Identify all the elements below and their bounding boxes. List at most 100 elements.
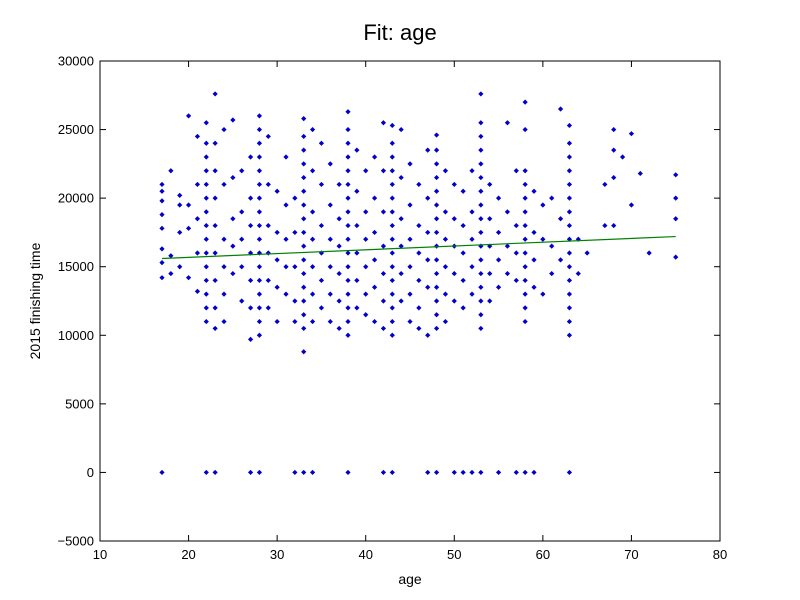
data-point <box>433 188 440 194</box>
data-point <box>584 250 590 256</box>
data-point <box>522 469 528 476</box>
data-point <box>425 229 431 236</box>
data-point <box>389 140 395 146</box>
data-point <box>194 216 201 222</box>
data-point <box>389 277 395 284</box>
data-point <box>451 469 457 476</box>
data-point <box>522 126 528 133</box>
data-point <box>221 126 227 133</box>
data-point <box>221 264 227 270</box>
data-point <box>292 298 298 304</box>
data-point <box>203 236 209 242</box>
data-point <box>557 216 564 222</box>
data-point <box>478 469 484 476</box>
data-point <box>460 250 466 256</box>
data-point <box>159 275 165 281</box>
data-point <box>203 140 209 146</box>
data-point <box>327 318 333 325</box>
data-point <box>619 154 626 160</box>
data-point <box>416 305 422 311</box>
data-point <box>425 147 431 153</box>
data-point <box>513 168 519 174</box>
data-point <box>566 181 573 188</box>
y-tick-label: 15000 <box>58 259 94 274</box>
data-point <box>336 216 342 222</box>
data-point <box>345 181 351 188</box>
data-point <box>185 275 192 281</box>
data-point <box>301 243 307 249</box>
data-point <box>566 122 573 129</box>
data-point <box>478 257 484 263</box>
data-point <box>318 181 325 188</box>
data-point <box>345 236 351 242</box>
data-point <box>478 216 484 222</box>
x-tick-label: 40 <box>358 547 372 562</box>
data-point <box>442 209 449 215</box>
data-point <box>327 291 333 297</box>
data-point <box>230 174 236 181</box>
data-point <box>283 236 289 242</box>
data-point <box>301 270 307 277</box>
data-point <box>540 291 546 297</box>
data-point <box>513 250 519 256</box>
data-point <box>566 140 573 146</box>
data-point <box>194 288 201 294</box>
data-point <box>478 284 484 290</box>
data-point <box>292 229 298 236</box>
data-point <box>611 147 617 153</box>
data-point <box>301 216 307 222</box>
data-point <box>566 277 573 284</box>
data-point <box>256 209 263 215</box>
data-point <box>531 469 537 476</box>
data-point <box>540 236 546 242</box>
data-point <box>398 174 404 181</box>
data-point <box>327 161 333 167</box>
data-point <box>345 195 351 201</box>
data-point <box>194 250 201 256</box>
plot-frame <box>99 60 721 542</box>
data-point <box>301 116 307 122</box>
data-point <box>212 250 218 256</box>
y-tick-label: −5000 <box>57 534 94 549</box>
data-point <box>301 312 307 318</box>
data-point <box>416 277 422 284</box>
data-point <box>478 312 484 318</box>
data-point <box>602 181 608 188</box>
data-point <box>212 325 218 332</box>
data-point <box>566 250 573 256</box>
data-point <box>433 469 440 476</box>
data-point <box>433 202 440 208</box>
data-point <box>265 181 271 188</box>
data-point <box>469 236 475 242</box>
data-point <box>256 126 263 133</box>
data-point <box>566 469 573 476</box>
data-point <box>433 174 440 181</box>
data-point <box>345 168 351 174</box>
data-point <box>478 161 484 167</box>
data-point <box>425 195 431 201</box>
data-point <box>265 222 271 229</box>
data-point <box>425 284 431 290</box>
data-point <box>442 291 449 297</box>
data-point <box>495 195 502 201</box>
data-point <box>673 172 679 178</box>
data-point <box>309 236 316 242</box>
data-point <box>531 188 537 194</box>
data-point <box>495 469 502 476</box>
data-point <box>628 202 635 208</box>
data-point <box>504 243 511 249</box>
data-point <box>185 202 192 208</box>
data-point <box>504 209 511 215</box>
data-point <box>602 222 608 229</box>
data-point <box>522 236 528 242</box>
data-point <box>327 236 333 242</box>
data-point <box>504 270 511 277</box>
data-point <box>433 270 440 277</box>
data-point <box>301 257 307 263</box>
data-point <box>407 291 413 297</box>
x-tick-label: 50 <box>447 547 461 562</box>
data-point <box>522 318 528 325</box>
data-point <box>336 181 342 188</box>
data-point <box>433 161 440 167</box>
data-point <box>318 277 325 284</box>
